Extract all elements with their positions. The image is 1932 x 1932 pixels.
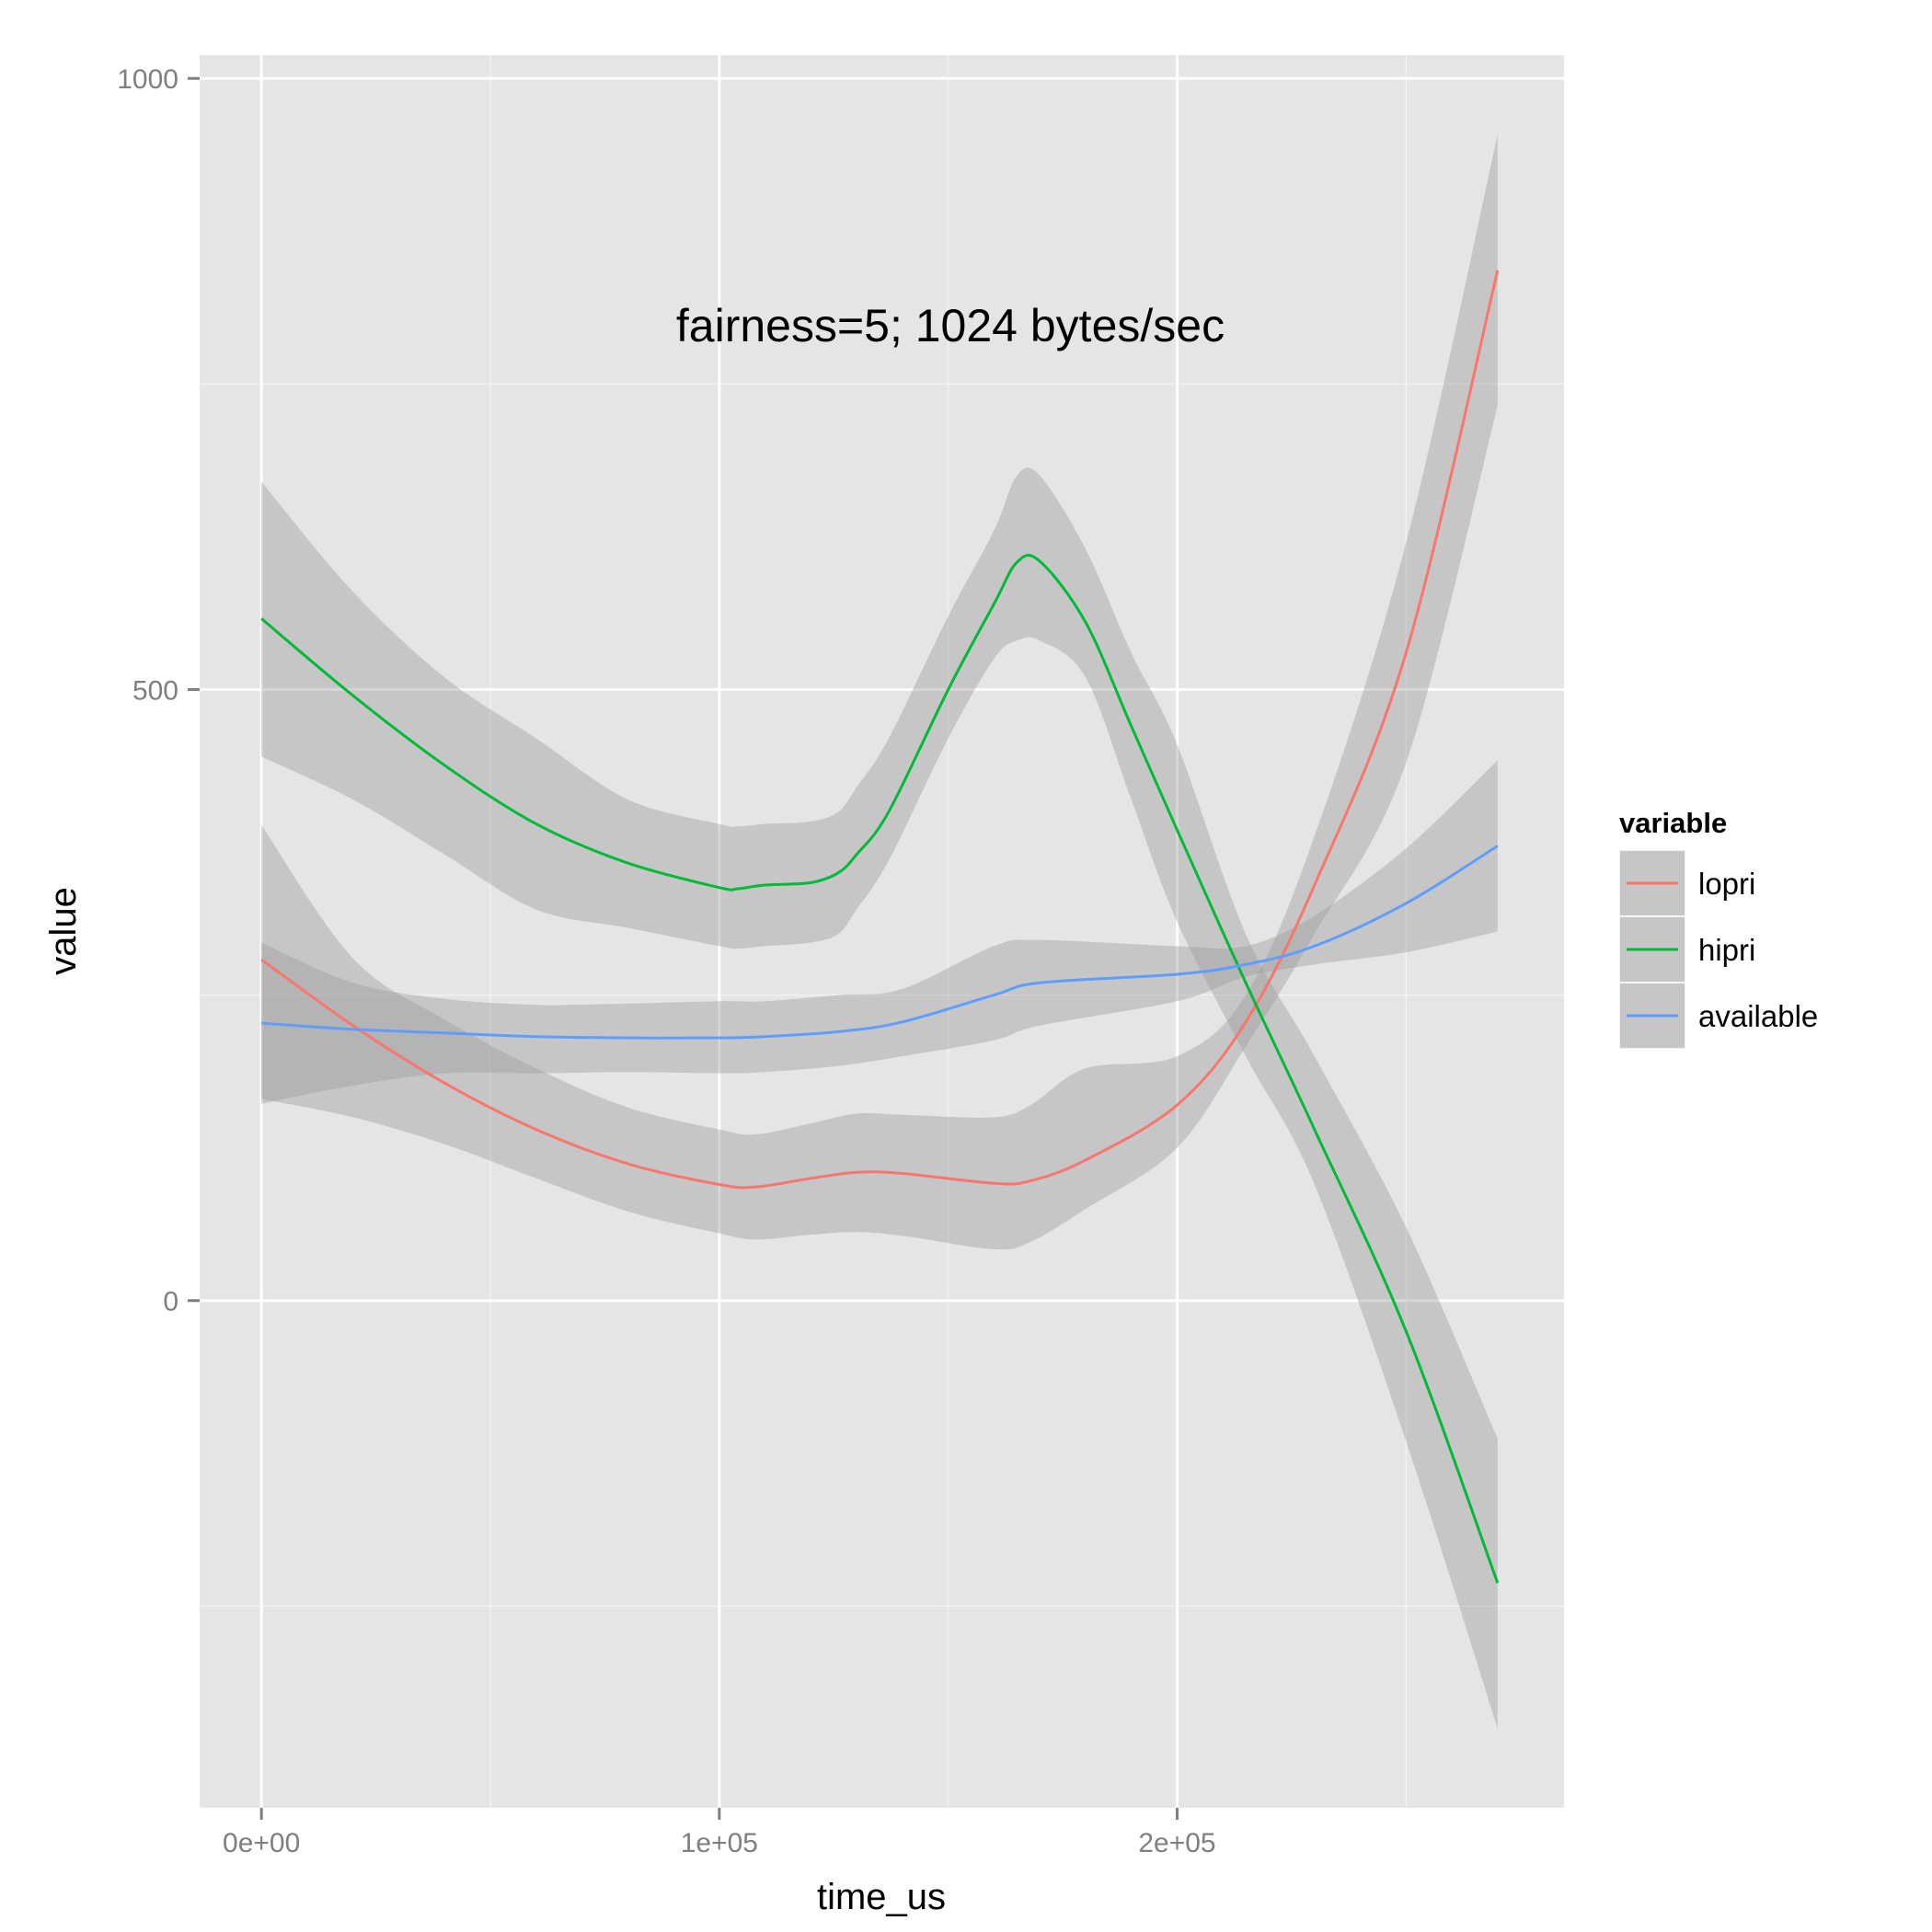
x-tick-label: 2e+05 (1138, 1828, 1215, 1858)
line-available (261, 845, 1499, 1040)
y-axis-title: value (43, 887, 84, 975)
x-tick-label: 1e+05 (681, 1828, 758, 1858)
legend-label-hipri: hipri (1698, 933, 1755, 967)
legend-label-lopri: lopri (1698, 867, 1755, 901)
x-axis-title: time_us (817, 1877, 946, 1917)
chart-annotation: fairness=5; 1024 bytes/sec (676, 300, 1225, 351)
legend-label-available: available (1698, 999, 1818, 1033)
panel-background (200, 55, 1564, 1808)
series-lines (260, 270, 1500, 1584)
grid (200, 55, 1564, 1808)
legend-title: variable (1619, 807, 1727, 839)
legend: variable lopri hipri available (1618, 807, 1818, 1050)
line-hipri (260, 554, 1500, 1584)
y-axis: 0 500 1000 (117, 64, 200, 1317)
x-axis: 0e+00 1e+05 2e+05 (223, 1808, 1216, 1858)
line-lopri (260, 270, 1500, 1190)
ribbon-hipri (261, 467, 1498, 1729)
y-tick-label: 500 (132, 675, 178, 706)
ribbon-available (261, 760, 1498, 1104)
y-tick-label: 0 (163, 1287, 178, 1317)
y-tick-label: 1000 (117, 64, 178, 95)
x-tick-label: 0e+00 (223, 1828, 300, 1858)
confidence-ribbons (261, 134, 1498, 1729)
